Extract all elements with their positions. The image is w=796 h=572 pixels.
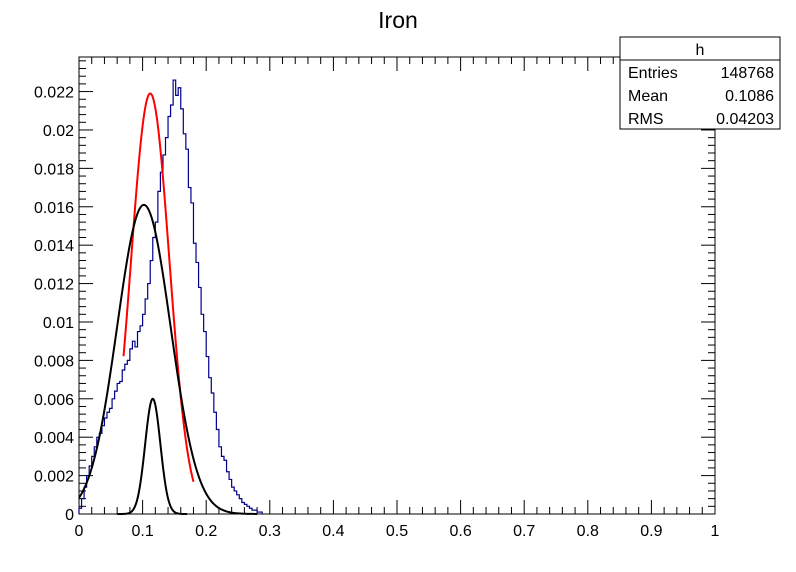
x-tick-label: 0.7 (513, 523, 535, 540)
y-tick-label: 0.018 (34, 161, 74, 178)
stats-mean-label: Mean (628, 88, 668, 105)
x-tick-label: 0.1 (131, 523, 153, 540)
stats-box-name: h (696, 42, 705, 59)
x-axis: 0 0.1 0.2 0.3 0.4 0.5 0.6 0.7 0.8 0.9 1 (75, 57, 720, 540)
stats-box: h Entries 148768 Mean 0.1086 RMS 0.04203 (619, 36, 781, 130)
y-tick-label: 0 (65, 507, 74, 524)
y-tick-label: 0.022 (34, 85, 74, 102)
x-tick-label: 0.9 (640, 523, 662, 540)
y-tick-label: 0.01 (43, 315, 74, 332)
y-tick-label: 0.016 (34, 200, 74, 217)
y-tick-label: 0.002 (34, 469, 74, 486)
y-tick-label: 0.02 (43, 123, 74, 140)
x-tick-label: 0.6 (449, 523, 471, 540)
y-tick-label: 0.006 (34, 392, 74, 409)
x-tick-label: 1 (711, 523, 720, 540)
y-tick-label: 0.012 (34, 277, 74, 294)
histogram-outline (78, 79, 263, 514)
y-tick-label: 0.014 (34, 238, 74, 255)
stats-mean-value: 0.1086 (725, 88, 774, 105)
x-tick-label: 0.4 (322, 523, 344, 540)
y-axis: 0 0.002 0.004 0.006 0.008 0.01 0.012 0.014 0.016… (34, 60, 715, 524)
component-curve (117, 397, 188, 515)
stats-entries-label: Entries (628, 65, 678, 82)
stats-rms-label: RMS (628, 111, 664, 128)
x-tick-label: 0.8 (577, 523, 599, 540)
y-tick-label: 0.008 (34, 353, 74, 370)
plot-area (78, 79, 263, 515)
stats-entries-value: 148768 (721, 65, 774, 82)
stats-rms-value: 0.04203 (716, 111, 774, 128)
x-tick-label: 0.2 (195, 523, 217, 540)
stats-box-frame (619, 36, 781, 130)
chart-title: Iron (378, 7, 418, 33)
x-tick-label: 0.5 (386, 523, 408, 540)
y-tick-label: 0.004 (34, 430, 74, 447)
x-tick-label: 0 (75, 523, 84, 540)
component-curve (78, 203, 258, 515)
x-tick-label: 0.3 (259, 523, 281, 540)
